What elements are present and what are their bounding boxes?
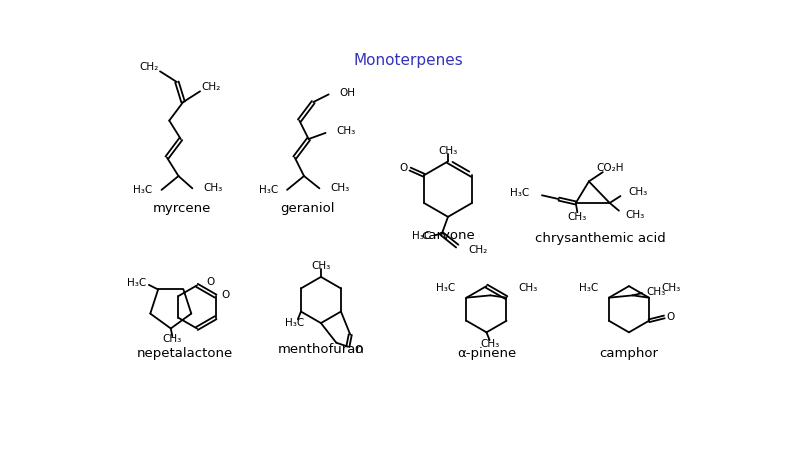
Text: O: O (222, 289, 230, 299)
Text: CH₂: CH₂ (468, 245, 487, 255)
Text: H₃C: H₃C (412, 231, 431, 241)
Text: O: O (400, 163, 408, 173)
Text: H₃C: H₃C (127, 278, 146, 288)
Text: H₃C: H₃C (133, 185, 152, 195)
Text: O: O (206, 277, 214, 287)
Text: CH₃: CH₃ (439, 145, 458, 156)
Text: CH₃: CH₃ (625, 210, 644, 220)
Text: geraniol: geraniol (281, 202, 335, 215)
Text: myrcene: myrcene (153, 202, 212, 215)
Text: H₃C: H₃C (259, 185, 278, 195)
Text: H₃C: H₃C (579, 284, 598, 294)
Text: Monoterpenes: Monoterpenes (353, 53, 462, 68)
Text: CH₃: CH₃ (661, 284, 681, 294)
Text: H₃C: H₃C (285, 318, 304, 328)
Text: H₃C: H₃C (510, 188, 529, 198)
Text: CH₃: CH₃ (203, 183, 222, 193)
Text: carvone: carvone (421, 229, 475, 242)
Text: CH₂: CH₂ (201, 82, 220, 92)
Text: camphor: camphor (599, 347, 658, 361)
Text: OH: OH (339, 88, 356, 98)
Text: O: O (666, 312, 675, 322)
Text: CH₃: CH₃ (628, 187, 647, 197)
Text: CO₂H: CO₂H (597, 163, 624, 173)
Text: CH₃: CH₃ (481, 339, 500, 349)
Text: CH₃: CH₃ (337, 126, 356, 136)
Text: chrysanthemic acid: chrysanthemic acid (535, 232, 665, 245)
Text: CH₃: CH₃ (568, 212, 587, 222)
Text: CH₃: CH₃ (646, 286, 666, 297)
Text: CH₃: CH₃ (162, 334, 182, 344)
Text: CH₃: CH₃ (311, 261, 330, 271)
Text: menthofuran: menthofuran (278, 343, 365, 356)
Text: nepetalactone: nepetalactone (137, 347, 232, 360)
Text: CH₃: CH₃ (519, 284, 538, 294)
Text: O: O (354, 345, 362, 355)
Text: CH₃: CH₃ (330, 183, 349, 193)
Text: CH₂: CH₂ (139, 63, 159, 72)
Text: H₃C: H₃C (436, 284, 455, 294)
Text: α-pinene: α-pinene (457, 347, 516, 361)
